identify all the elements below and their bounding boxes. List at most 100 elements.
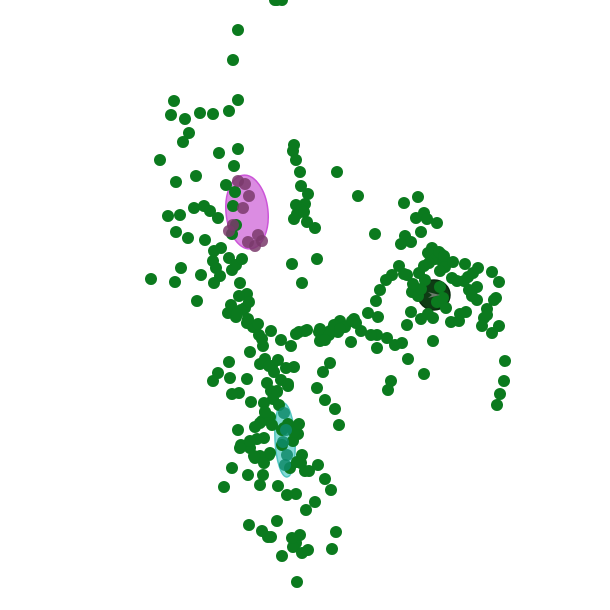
scatter-point	[249, 421, 261, 433]
scatter-point	[355, 325, 367, 337]
scatter-point	[319, 334, 331, 346]
scatter-point	[258, 397, 270, 409]
scatter-point	[227, 54, 239, 66]
ellipse-overlay-point	[243, 190, 255, 202]
scatter-point	[241, 373, 253, 385]
scatter-point	[174, 209, 186, 221]
scatter-point	[233, 290, 245, 302]
scatter-point	[330, 526, 342, 538]
scatter-point	[280, 362, 292, 374]
scatter-point	[396, 337, 408, 349]
scatter-point	[199, 234, 211, 246]
scatter-point	[272, 354, 284, 366]
scatter-point	[224, 372, 236, 384]
scatter-point	[257, 469, 269, 481]
scatter-point	[169, 276, 181, 288]
scatter-point	[301, 324, 313, 336]
scatter-point	[374, 284, 386, 296]
scatter-point	[329, 403, 341, 415]
scatter-point	[291, 456, 303, 468]
scatter-point	[419, 274, 431, 286]
scatter-point	[285, 340, 297, 352]
scatter-point	[234, 442, 246, 454]
scatter-point	[415, 313, 427, 325]
ellipse-overlay-point	[252, 229, 264, 241]
scatter-point	[498, 375, 510, 387]
scatter-point	[188, 202, 200, 214]
ellipse-overlay-point	[279, 459, 291, 471]
scatter-point	[242, 313, 254, 325]
scatter-point	[317, 366, 329, 378]
scatter-point	[182, 232, 194, 244]
scatter-point	[170, 176, 182, 188]
scatter-point	[294, 166, 306, 178]
scatter-point	[227, 200, 239, 212]
ellipse-overlay-point	[281, 449, 293, 461]
scatter-point	[290, 328, 302, 340]
scatter-point	[345, 336, 357, 348]
scatter-point	[314, 323, 326, 335]
ellipse-dark-mark	[428, 292, 440, 298]
scatter-point	[291, 576, 303, 588]
scatter-point	[177, 136, 189, 148]
scatter-point	[423, 257, 435, 269]
scatter-point	[333, 419, 345, 431]
scatter-point	[362, 307, 374, 319]
scatter-point	[312, 459, 324, 471]
scatter-point	[271, 515, 283, 527]
scatter-point	[418, 368, 430, 380]
scatter-point	[499, 355, 511, 367]
scatter-point	[476, 320, 488, 332]
ellipse-overlay-point	[239, 178, 251, 190]
scatter-point	[165, 109, 177, 121]
scatter-point	[266, 419, 278, 431]
scatter-point	[179, 113, 191, 125]
ellipse-overlay-point	[278, 407, 290, 419]
scatter-point	[220, 179, 232, 191]
scatter-point	[381, 332, 393, 344]
scatter-point	[275, 334, 287, 346]
scatter-point	[258, 432, 270, 444]
scatter-point	[398, 197, 410, 209]
scatter-point	[434, 265, 446, 277]
scatter-point	[295, 180, 307, 192]
scatter-point	[212, 212, 224, 224]
scatter-point	[293, 418, 305, 430]
scatter-point	[265, 531, 277, 543]
scatter-point	[226, 462, 238, 474]
scatter-point	[276, 0, 288, 6]
scatter-point	[208, 277, 220, 289]
scatter-point	[276, 550, 288, 562]
overlay-layer	[223, 175, 440, 471]
scatter-point	[190, 170, 202, 182]
scatter-point	[286, 258, 298, 270]
ellipse-overlay-point	[280, 424, 292, 436]
scatter-point	[407, 278, 419, 290]
scatter-point	[252, 318, 264, 330]
scatter-point	[290, 488, 302, 500]
scatter-point	[311, 382, 323, 394]
scatter-point	[325, 484, 337, 496]
scatter-point	[195, 269, 207, 281]
ellipse-overlay-point	[223, 225, 235, 237]
scatter-point	[256, 333, 268, 345]
scatter-point	[309, 222, 321, 234]
scatter-point	[371, 342, 383, 354]
scatter-point	[309, 496, 321, 508]
scatter-point	[207, 375, 219, 387]
scatter-point	[401, 319, 413, 331]
scatter-point	[282, 378, 294, 390]
scatter-point	[191, 295, 203, 307]
scatter-point	[175, 262, 187, 274]
scatter-point	[258, 457, 270, 469]
scatter-point	[296, 277, 308, 289]
scatter-point	[232, 424, 244, 436]
scatter-point	[259, 406, 271, 418]
scatter-point	[459, 258, 471, 270]
scatter-point	[236, 253, 248, 265]
scatter-point	[286, 532, 298, 544]
scatter-point	[447, 256, 459, 268]
scatter-point	[244, 435, 256, 447]
scatter-point	[324, 357, 336, 369]
